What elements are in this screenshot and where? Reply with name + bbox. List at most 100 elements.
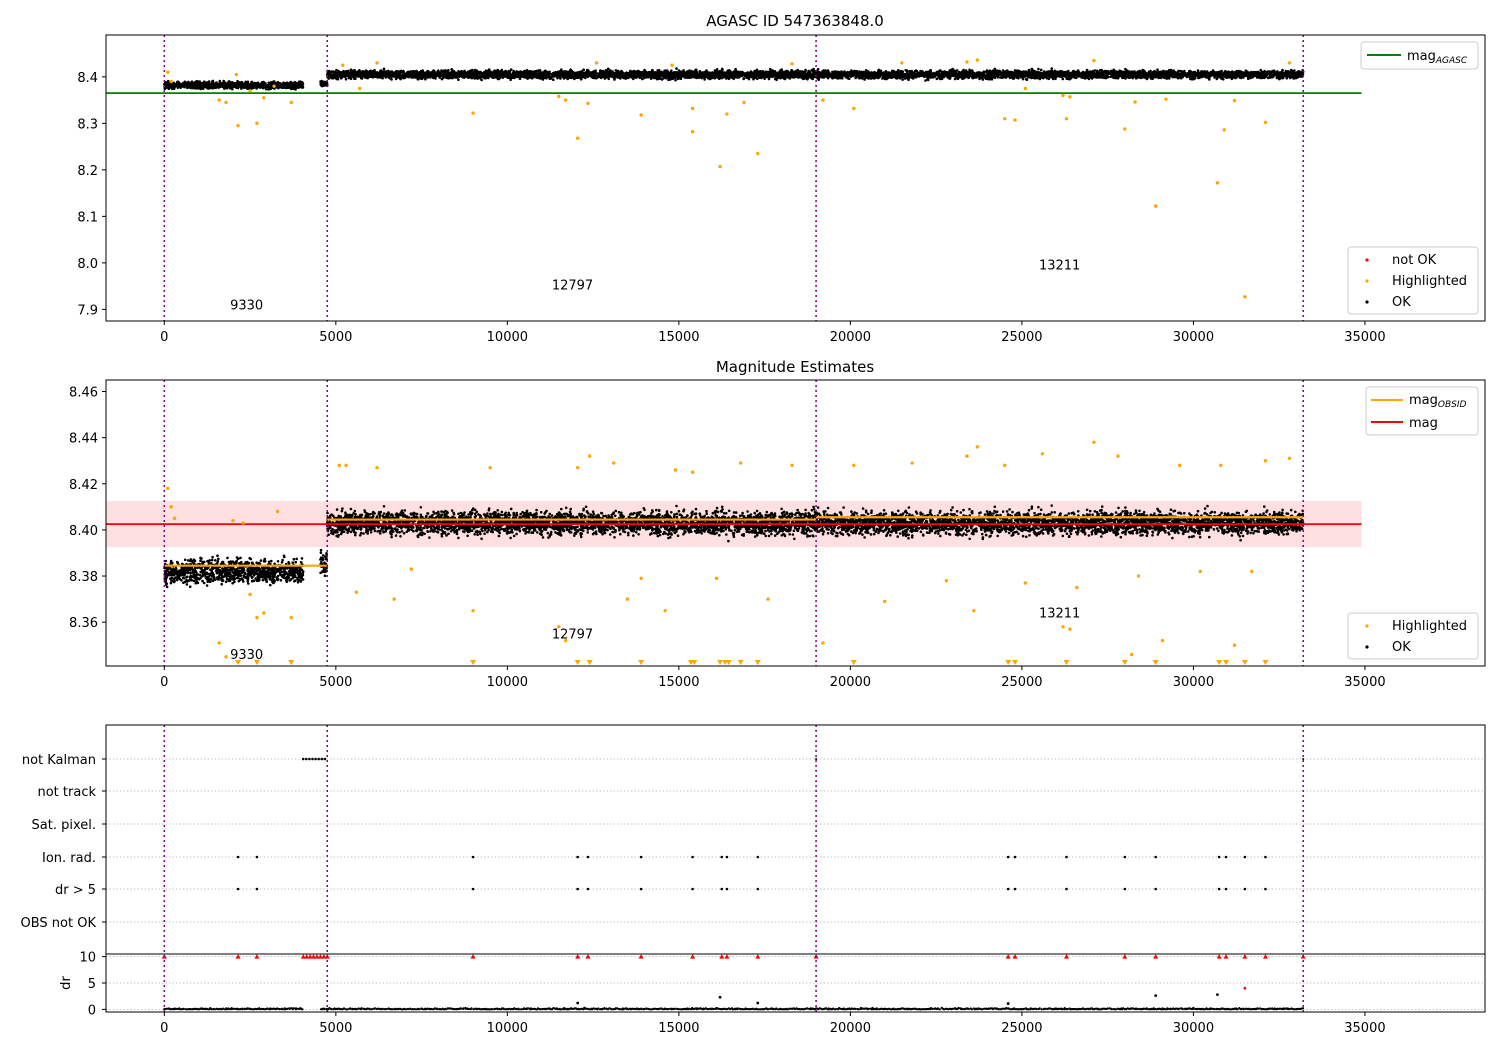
panel-2: Magnitude Estimates 9330 12797 13211 0 5000… xyxy=(69,358,1486,690)
out-of-range-marker xyxy=(1241,660,1248,665)
flag-point-ion-rad xyxy=(576,855,579,859)
dr-out-of-range-marker xyxy=(1223,954,1229,959)
highlighted-point xyxy=(166,486,170,491)
highlighted-point xyxy=(169,505,173,509)
dr-out-of-range-marker xyxy=(1216,954,1222,959)
flag-row-label: not Kalman xyxy=(22,753,96,768)
x-tick-label: 25000 xyxy=(1001,675,1042,690)
highlighted-point xyxy=(821,641,825,645)
highlighted-point xyxy=(224,100,228,105)
highlighted-point xyxy=(1153,204,1158,208)
highlighted-point xyxy=(766,597,770,601)
flag-point-ion-rad xyxy=(586,855,590,859)
highlighted-point xyxy=(1263,120,1268,125)
highlighted-point xyxy=(1232,98,1237,103)
flag-point-not-kalman xyxy=(317,757,320,761)
x-tick-label: 5000 xyxy=(319,330,352,345)
dr-out-of-range-marker xyxy=(1262,954,1268,959)
dr-tick-label: 5 xyxy=(88,977,96,992)
highlighted-point xyxy=(354,590,359,594)
highlighted-point xyxy=(756,151,760,156)
flag-point-dr-gt-5 xyxy=(1065,887,1068,891)
highlighted-point xyxy=(1232,643,1237,647)
out-of-range-marker xyxy=(235,660,242,665)
highlighted-point xyxy=(1023,581,1028,585)
highlighted-point xyxy=(663,608,667,613)
obsid-label: 9330 xyxy=(230,298,263,313)
highlighted-point xyxy=(255,121,259,126)
flag-point-not-kalman xyxy=(301,757,305,761)
x-tick-label: 30000 xyxy=(1173,330,1214,345)
dr-spike-point xyxy=(1243,986,1247,990)
out-of-range-marker xyxy=(1005,660,1012,665)
flag-row-label: not track xyxy=(37,785,96,800)
ok-points xyxy=(163,554,305,589)
flag-point-not-kalman xyxy=(311,757,314,761)
flag-point-not-kalman xyxy=(305,757,308,761)
panel1-axes: 0 5000 10000 15000 20000 25000 30000 35000 7.9 8.… xyxy=(77,71,1385,345)
highlighted-point xyxy=(972,608,976,613)
y-tick-label: 8.44 xyxy=(69,432,98,447)
highlighted-point xyxy=(172,516,177,521)
x-tick-label: 20000 xyxy=(830,330,871,345)
highlighted-point xyxy=(262,96,266,100)
flag-point-dr-gt-5 xyxy=(756,887,760,891)
highlighted-point xyxy=(1013,118,1017,122)
highlighted-point xyxy=(1092,58,1096,63)
highlighted-point xyxy=(1023,86,1028,91)
flag-point-dr-gt-5 xyxy=(236,887,240,891)
panel2-legend-lower: Highlighted OK xyxy=(1347,612,1479,660)
out-of-range-marker xyxy=(1121,660,1128,665)
highlighted-point xyxy=(690,130,695,134)
highlighted-point xyxy=(289,615,293,620)
out-of-range-marker xyxy=(253,660,260,665)
dr-spike-point xyxy=(1216,993,1219,996)
legend-label-ok: OK xyxy=(1392,295,1411,310)
x-tick-label: 30000 xyxy=(1173,675,1214,690)
highlighted-point xyxy=(790,62,794,66)
x-tick-label: 25000 xyxy=(1001,1021,1042,1036)
dr-spike-point xyxy=(576,1001,580,1005)
highlighted-point xyxy=(790,463,794,468)
highlighted-point xyxy=(738,461,743,465)
highlighted-point xyxy=(575,465,580,470)
dr-out-of-range-marker xyxy=(470,954,476,959)
out-of-range-marker xyxy=(470,660,477,665)
highlighted-point xyxy=(563,98,568,102)
highlighted-point xyxy=(575,136,580,140)
x-tick-label: 35000 xyxy=(1344,1021,1385,1036)
flag-point-dr-gt-5 xyxy=(1224,887,1228,891)
dr-points xyxy=(163,1006,1305,1011)
dr-out-of-range-marker xyxy=(1005,954,1011,959)
highlighted-point xyxy=(275,509,280,514)
ok-points-segment xyxy=(319,79,329,88)
dr-out-of-range-marker xyxy=(1063,954,1069,959)
flag-point-ion-rad xyxy=(720,855,724,859)
highlighted-point xyxy=(255,615,259,620)
obsid-label: 13211 xyxy=(1039,258,1080,273)
obsid-label: 9330 xyxy=(230,648,263,663)
obsid-label: 12797 xyxy=(552,278,593,293)
panel3-frame xyxy=(105,724,1486,1013)
flag-point-not-kalman xyxy=(1302,758,1305,760)
dr-out-of-range-marker xyxy=(254,954,260,959)
highlighted-point xyxy=(1123,127,1127,131)
flag-point-ion-rad xyxy=(691,855,694,859)
highlighted-point xyxy=(262,611,266,615)
panel3-axes: not Kalman not track Sat. pixel. Ion. rad. d… xyxy=(21,753,1386,1036)
flag-point-ion-rad xyxy=(1264,855,1267,859)
flag-point-dr-gt-5 xyxy=(691,887,694,891)
x-tick-label: 20000 xyxy=(830,675,871,690)
dr-spike-point xyxy=(1006,1002,1010,1005)
legend-label-mag: mag xyxy=(1409,416,1438,431)
x-tick-label: 35000 xyxy=(1344,675,1385,690)
flag-point-ion-rad xyxy=(756,855,760,859)
flag-point-ion-rad xyxy=(1243,855,1247,859)
highlighted-point xyxy=(910,461,914,465)
x-tick-label: 10000 xyxy=(487,1021,528,1036)
highlighted-point xyxy=(742,100,746,105)
flag-row-label: Ion. rad. xyxy=(42,851,96,866)
highlighted-point xyxy=(217,98,221,102)
highlighted-point xyxy=(471,608,475,613)
highlighted-point xyxy=(1287,456,1292,461)
